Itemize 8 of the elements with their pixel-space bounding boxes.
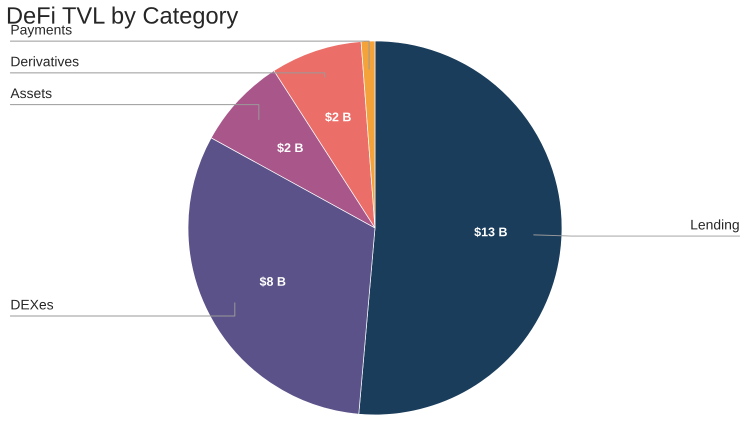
data-label: $8 B [260,276,286,287]
data-label: $13 B [474,226,507,238]
slice-label: Derivatives [12,56,79,66]
data-label: $2 B [325,112,351,122]
slice-label: Lending [691,219,739,232]
slice-label: Assets [10,88,52,98]
data-label: $2 B [277,142,303,153]
slice-label: DEXes [12,300,54,310]
